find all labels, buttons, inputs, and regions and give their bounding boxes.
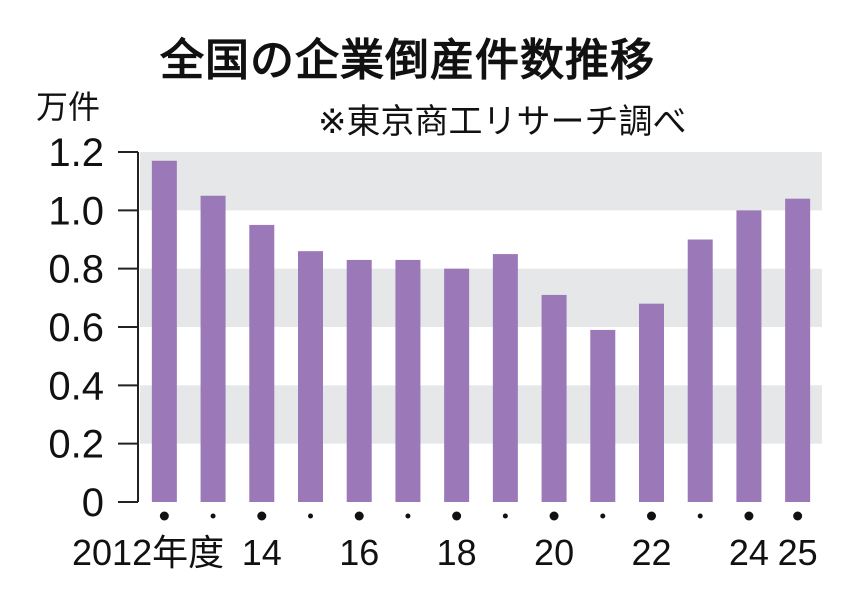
bar-2023	[687, 239, 713, 502]
bar-2024	[736, 210, 762, 503]
y-tick-label: 0.6	[48, 306, 104, 350]
y-tick-label: 0	[82, 481, 104, 525]
grid-band	[140, 385, 822, 444]
chart-title: 全国の企業倒産件数推移	[160, 35, 655, 86]
bar-2020	[541, 294, 567, 502]
x-tick-label: 16	[339, 532, 379, 573]
category-marker	[354, 511, 364, 521]
x-tick-label: 25	[778, 532, 818, 573]
category-marker	[257, 511, 267, 521]
bar-2012	[151, 160, 177, 502]
x-tick-label: 2012年度	[72, 532, 224, 573]
bar-2022	[639, 303, 664, 502]
y-tick-label: 1.2	[48, 131, 104, 175]
y-tick-label: 1.0	[48, 189, 104, 233]
category-marker	[308, 513, 313, 519]
y-tick-label: 0.4	[48, 364, 104, 408]
category-marker	[549, 511, 559, 521]
bar-2016	[346, 259, 372, 502]
x-tick-label: 20	[534, 532, 574, 573]
bar-2013	[200, 195, 226, 502]
bar-2025	[785, 198, 811, 502]
category-marker	[452, 511, 462, 521]
category-marker	[647, 511, 656, 521]
category-marker	[210, 513, 216, 519]
bar-2017	[395, 259, 421, 502]
category-marker	[793, 511, 803, 521]
y-tick-label: 0.8	[48, 248, 104, 292]
category-marker	[600, 513, 606, 519]
category-marker	[697, 513, 703, 519]
bar-2021	[590, 329, 616, 502]
y-tick-label: 0.2	[48, 423, 104, 467]
x-tick-label: 24	[729, 532, 769, 573]
category-marker	[159, 511, 169, 521]
bar-2014	[249, 224, 275, 502]
bar-2015	[298, 251, 323, 502]
category-marker	[502, 513, 508, 519]
x-tick-label: 14	[242, 532, 282, 573]
y-axis-unit-label: 万件	[36, 88, 101, 126]
category-marker	[405, 513, 411, 519]
grid-band	[140, 268, 822, 327]
bar-2018	[444, 268, 470, 502]
x-tick-label: 18	[437, 532, 477, 573]
grid-band	[140, 152, 822, 211]
source-note: ※東京商工リサーチ調べ	[318, 102, 687, 142]
category-marker	[744, 511, 754, 521]
x-tick-label: 22	[631, 532, 671, 573]
bar-2019	[492, 254, 518, 502]
